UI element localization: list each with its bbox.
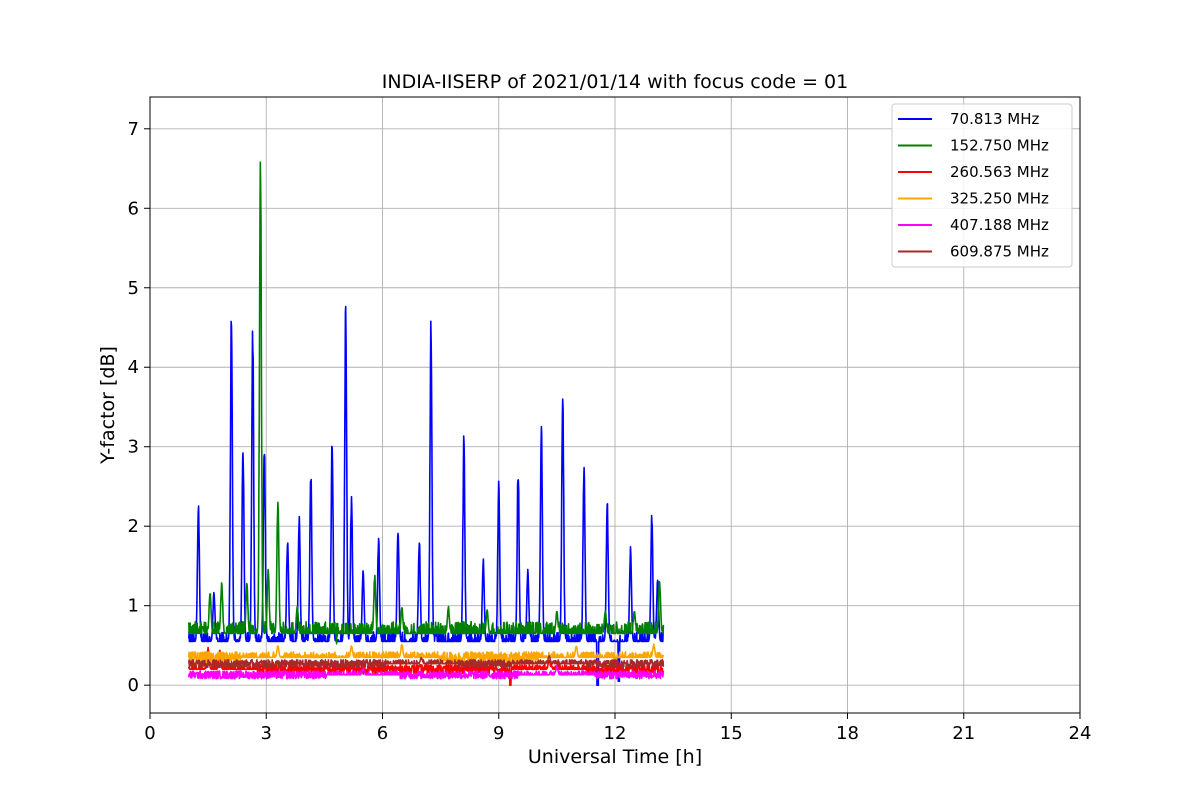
x-axis-ticks: 0 3 6 9 12 15 18 21 24 [144,713,1091,744]
y-tick-label: 1 [128,596,139,617]
x-tick-label: 6 [377,723,388,744]
grid-lines [149,97,1081,713]
series-line-0 [188,305,665,686]
series-line-1 [188,161,665,645]
x-tick-label: 0 [144,723,155,744]
y-tick-label: 4 [128,357,139,378]
x-tick-label: 21 [952,723,975,744]
legend-box [891,103,1073,268]
series-line-5 [188,655,665,669]
y-tick-label: 5 [128,278,139,299]
x-tick-label: 3 [261,723,272,744]
y-tick-label: 6 [128,198,139,219]
x-tick-label: 18 [836,723,859,744]
legend-label: 407.188 MHz [950,216,1049,234]
chart-title: INDIA-IISERP of 2021/01/14 with focus co… [382,71,848,93]
y-tick-label: 0 [128,675,139,696]
series-line-3 [188,643,665,664]
x-tick-label: 15 [720,723,743,744]
y-axis-ticks: 0 1 2 3 4 5 6 7 [128,119,150,696]
y-axis-label: Y-factor [dB] [97,346,119,465]
legend-label: 609.875 MHz [950,243,1049,261]
series-line-4 [188,664,665,680]
x-axis-label: Universal Time [h] [528,746,702,768]
y-tick-label: 3 [128,437,139,458]
legend-label: 260.563 MHz [950,163,1049,181]
y-tick-label: 7 [128,119,139,140]
series-line-2 [188,646,665,686]
legend-label: 325.250 MHz [950,190,1049,208]
legend: 70.813 MHz 152.750 MHz 260.563 MHz 325.250 … [891,103,1073,268]
legend-label: 70.813 MHz [950,110,1039,128]
series-lines [188,161,665,686]
x-tick-label: 12 [604,723,627,744]
y-tick-label: 2 [128,516,139,537]
x-tick-label: 9 [493,723,504,744]
legend-label: 152.750 MHz [950,137,1049,155]
x-tick-label: 24 [1069,723,1092,744]
